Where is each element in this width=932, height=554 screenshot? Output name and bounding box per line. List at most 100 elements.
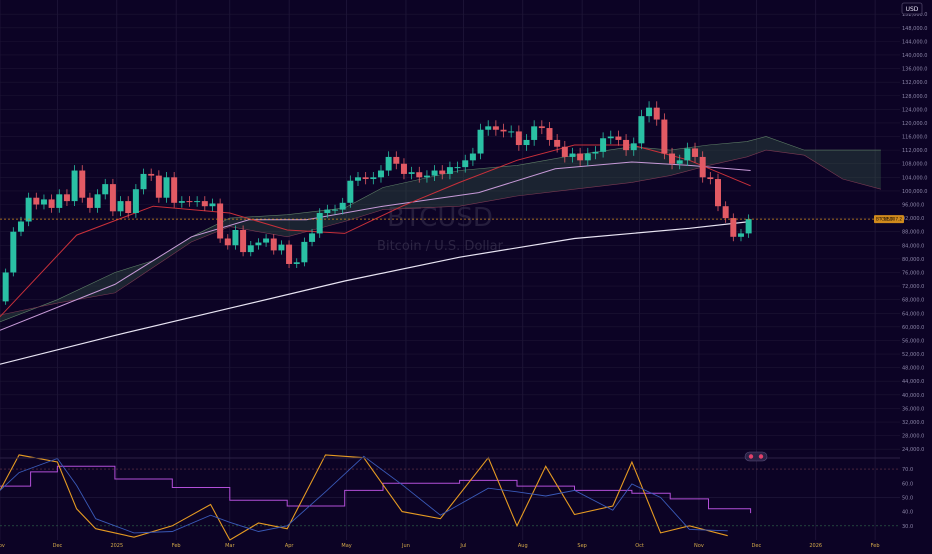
candle-body[interactable] [132,189,139,214]
candle-body[interactable] [94,194,101,208]
candle-body[interactable] [240,230,247,253]
candle-body[interactable] [347,180,354,203]
candle-body[interactable] [186,201,193,203]
candle-body[interactable] [623,139,630,151]
candle-body[interactable] [523,139,530,146]
candle-body[interactable] [722,206,729,219]
candle-body[interactable] [10,231,17,273]
candle-body[interactable] [385,156,392,171]
candle-body[interactable] [293,262,300,264]
candle-body[interactable] [615,136,622,140]
candle-body[interactable] [477,129,484,154]
candle-body[interactable] [270,238,277,251]
candle-body[interactable] [592,151,599,154]
candle-body[interactable] [538,126,545,129]
candle-body[interactable] [339,202,346,210]
candle-body[interactable] [431,170,438,176]
candle-body[interactable] [584,153,591,161]
candle-body[interactable] [492,126,499,130]
candle-body[interactable] [684,148,691,161]
candle-body[interactable] [125,201,132,214]
candle-body[interactable] [370,177,377,180]
candle-body[interactable] [638,116,645,144]
candle-body[interactable] [33,197,40,205]
candle-body[interactable] [201,201,208,207]
candle-body[interactable] [102,184,109,195]
candle-body[interactable] [247,245,254,253]
candle-body[interactable] [194,201,201,203]
currency-button[interactable]: USD [901,2,923,15]
candle-body[interactable] [377,170,384,178]
candle-body[interactable] [400,163,407,174]
candle-body[interactable] [163,177,170,198]
candle-body[interactable] [730,218,737,237]
candle-body[interactable] [569,153,576,157]
candle-body[interactable] [209,203,216,207]
candle-body[interactable] [316,213,323,234]
candle-body[interactable] [737,233,744,237]
candle-body[interactable] [416,172,423,178]
candle-body[interactable] [309,233,316,242]
candle-body[interactable] [653,107,660,120]
candle-body[interactable] [48,199,55,208]
candle-body[interactable] [286,244,293,264]
candle-body[interactable] [140,173,147,190]
candles[interactable] [2,101,752,305]
candle-body[interactable] [362,177,369,180]
candle-body[interactable] [71,170,78,202]
candle-body[interactable] [263,238,270,243]
candle-body[interactable] [607,136,614,139]
candle-body[interactable] [661,119,668,154]
candle-body[interactable] [646,107,653,117]
candle-body[interactable] [255,242,262,246]
candle-body[interactable] [745,219,752,234]
candle-body[interactable] [224,238,231,246]
candle-body[interactable] [439,170,446,174]
candle-body[interactable] [63,194,70,202]
candle-body[interactable] [171,177,178,203]
candle-body[interactable] [715,179,721,207]
candle-body[interactable] [40,199,47,205]
oscillator-axis[interactable]: 70.0 60.0 50.0 40.0 30.0 [902,467,913,530]
candle-body[interactable] [278,244,285,251]
candle-body[interactable] [630,143,637,151]
candle-body[interactable] [148,173,155,176]
candle-body[interactable] [17,221,24,232]
candle-body[interactable] [446,167,453,174]
candle-body[interactable] [408,172,415,174]
candle-body[interactable] [561,146,568,157]
price-axis[interactable]: 152,000.0 148,000.0 144,000.0 140,000.0 136,… [902,12,927,453]
candle-body[interactable] [155,175,162,198]
candle-body[interactable] [217,203,224,239]
candle-body[interactable] [324,209,331,214]
candle-body[interactable] [508,131,515,133]
candle-body[interactable] [393,156,400,164]
candle-body[interactable] [109,184,116,212]
candle-body[interactable] [332,209,339,211]
candle-body[interactable] [232,230,239,246]
candle-body[interactable] [454,167,461,169]
candle-body[interactable] [577,153,584,161]
candle-body[interactable] [692,148,699,157]
candle-body[interactable] [676,160,683,164]
candle-body[interactable] [600,138,607,152]
oscillator-pane[interactable] [0,454,900,541]
time-axis[interactable]: Nov Dec 2025 Feb Mar Apr May Jun Jul Aug Sep Oct Nov… [0,543,880,549]
nav-pill[interactable] [744,451,768,462]
candle-body[interactable] [423,175,430,178]
candle-body[interactable] [117,201,124,212]
candle-body[interactable] [546,128,553,140]
candle-body[interactable] [707,177,714,180]
candle-body[interactable] [56,194,63,208]
candle-body[interactable] [699,156,706,178]
candle-body[interactable] [2,272,9,302]
candle-body[interactable] [669,153,676,164]
candle-body[interactable] [554,139,561,147]
candle-body[interactable] [515,131,522,146]
candle-body[interactable] [79,170,86,198]
candle-body[interactable] [462,160,469,168]
candle-body[interactable] [178,201,185,203]
candle-body[interactable] [355,177,361,181]
candle-body[interactable] [500,129,507,132]
